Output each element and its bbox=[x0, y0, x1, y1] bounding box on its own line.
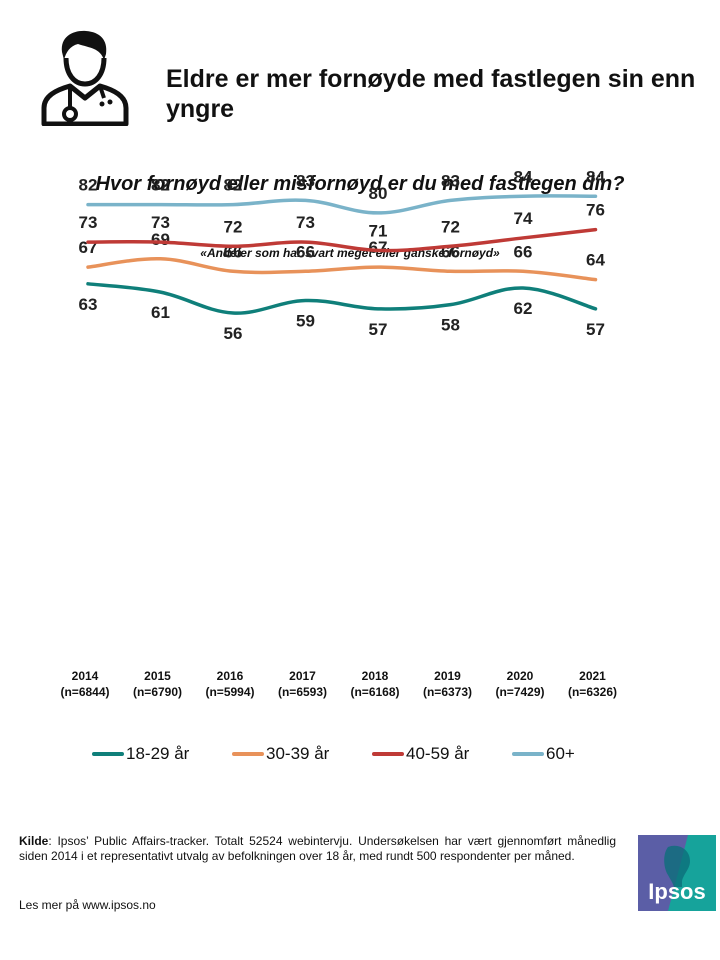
source-note: Kilde: Ipsos’ Public Affairs-tracker. To… bbox=[19, 834, 616, 864]
data-label: 76 bbox=[586, 201, 605, 220]
legend-item-40-59: 40-59 år bbox=[372, 742, 512, 766]
ipsos-logo: Ipsos bbox=[638, 835, 716, 911]
series-line-4 bbox=[86, 194, 598, 215]
data-label: 73 bbox=[79, 213, 98, 232]
data-label: 67 bbox=[369, 238, 388, 257]
source-text: : Ipsos’ Public Affairs-tracker. Totalt … bbox=[19, 834, 616, 863]
data-label: 66 bbox=[514, 242, 533, 261]
legend-label: 30-39 år bbox=[266, 744, 330, 763]
data-label: 57 bbox=[586, 320, 605, 339]
data-label: 80 bbox=[369, 184, 388, 203]
series-line-2 bbox=[86, 257, 598, 282]
x-tick-sample-size: (n=7429) bbox=[495, 685, 544, 699]
data-label: 74 bbox=[514, 209, 533, 228]
data-label: 64 bbox=[586, 251, 605, 270]
legend-label: 60+ bbox=[546, 744, 575, 763]
data-label: 84 bbox=[514, 167, 533, 186]
x-tick-label: 2018 bbox=[362, 669, 389, 683]
legend-item-60plus: 60+ bbox=[512, 742, 652, 766]
x-tick-label: 2019 bbox=[434, 669, 461, 683]
data-label: 72 bbox=[224, 217, 243, 236]
x-tick-label: 2020 bbox=[507, 669, 534, 683]
legend-item-30-39: 30-39 år bbox=[232, 742, 372, 766]
data-label: 71 bbox=[369, 221, 388, 240]
legend-swatch bbox=[512, 752, 544, 756]
legend-swatch bbox=[92, 752, 124, 756]
x-tick-sample-size: (n=6593) bbox=[278, 685, 327, 699]
x-tick-label: 2014 bbox=[72, 669, 99, 683]
data-label: 73 bbox=[151, 213, 170, 232]
x-tick-label: 2021 bbox=[579, 669, 606, 683]
data-label: 82 bbox=[79, 176, 98, 195]
data-label: 72 bbox=[441, 217, 460, 236]
data-label: 84 bbox=[586, 167, 605, 186]
legend-swatch bbox=[232, 752, 264, 756]
legend-item-18-29: 18-29 år bbox=[92, 742, 232, 766]
read-more-text: Les mer på www.ipsos.no bbox=[19, 898, 156, 912]
chart-question: Hvor fornøyd eller misfornøyd er du med … bbox=[95, 173, 625, 195]
data-label: 61 bbox=[151, 303, 170, 322]
logo-graphic bbox=[638, 835, 716, 911]
data-label: 69 bbox=[151, 230, 170, 249]
data-label: 59 bbox=[296, 311, 315, 330]
data-label: 83 bbox=[441, 171, 460, 190]
x-tick-sample-size: (n=6844) bbox=[60, 685, 109, 699]
chart-legend: 18-29 år 30-39 år 40-59 år 60+ bbox=[92, 742, 652, 766]
data-label: 82 bbox=[224, 176, 243, 195]
data-label: 56 bbox=[224, 324, 243, 343]
x-tick-sample-size: (n=6790) bbox=[133, 685, 182, 699]
data-label: 62 bbox=[514, 299, 533, 318]
page-title: Eldre er mer fornøyde med fastlegen sin … bbox=[166, 65, 696, 123]
data-label: 57 bbox=[369, 320, 388, 339]
x-tick-label: 2016 bbox=[217, 669, 244, 683]
x-tick-sample-size: (n=6326) bbox=[568, 685, 617, 699]
x-tick-label: 2015 bbox=[144, 669, 171, 683]
x-tick-sample-size: (n=5994) bbox=[205, 685, 254, 699]
data-label: 58 bbox=[441, 316, 460, 335]
data-label: 66 bbox=[296, 242, 315, 261]
legend-label: 40-59 år bbox=[406, 744, 470, 763]
series-line-3 bbox=[86, 227, 598, 253]
legend-label: 18-29 år bbox=[126, 744, 190, 763]
x-tick-label: 2017 bbox=[289, 669, 316, 683]
doctor-icon bbox=[41, 30, 129, 126]
x-tick-sample-size: (n=6373) bbox=[423, 685, 472, 699]
data-label: 73 bbox=[296, 213, 315, 232]
data-label: 63 bbox=[79, 295, 98, 314]
data-label: 83 bbox=[296, 171, 315, 190]
series-line-1 bbox=[86, 282, 598, 315]
legend-swatch bbox=[372, 752, 404, 756]
source-label: Kilde bbox=[19, 834, 49, 848]
logo-text: Ipsos bbox=[648, 879, 706, 904]
x-tick-sample-size: (n=6168) bbox=[350, 685, 399, 699]
data-label: 82 bbox=[151, 176, 170, 195]
